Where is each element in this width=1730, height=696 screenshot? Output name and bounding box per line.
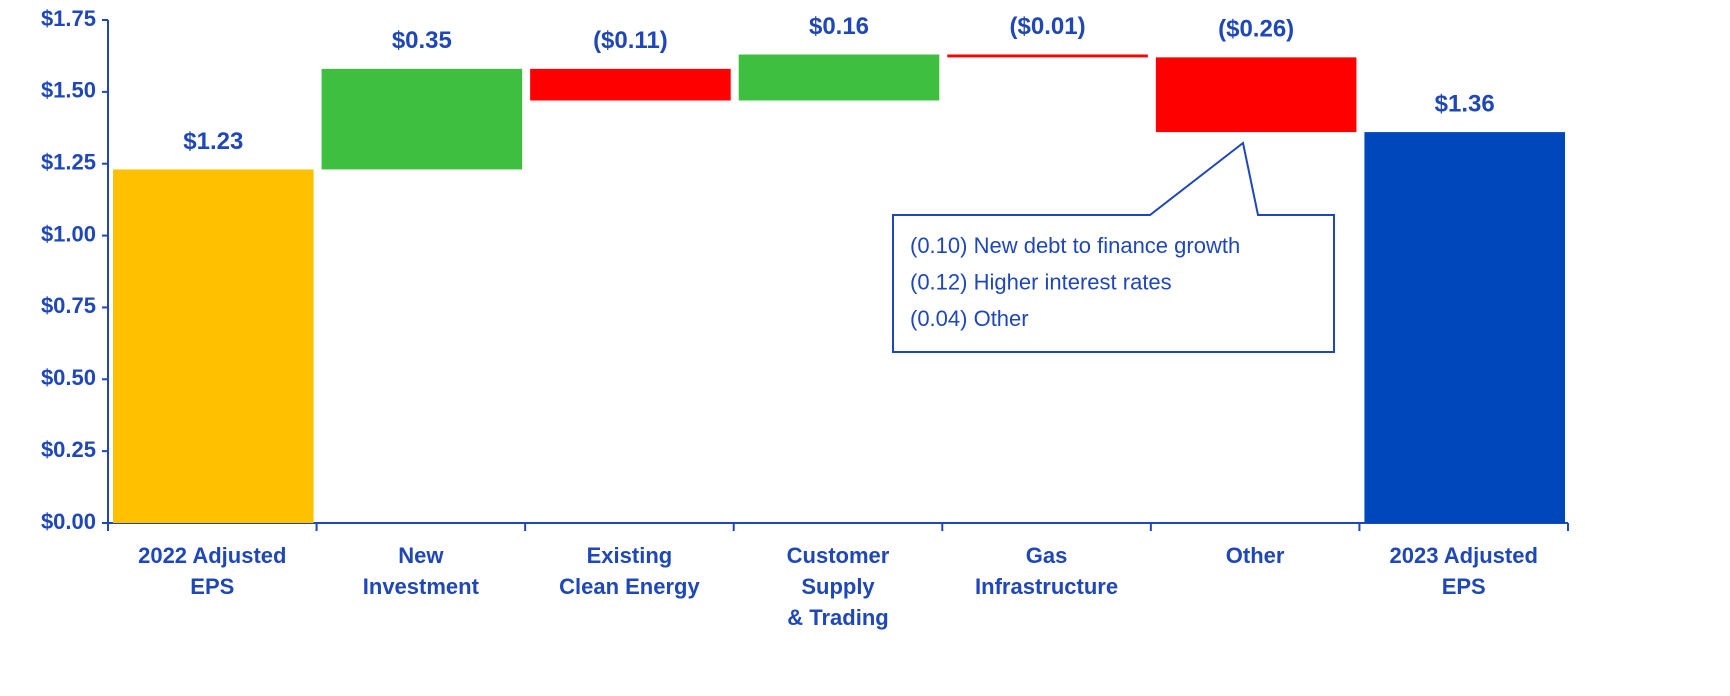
bar	[1364, 132, 1565, 523]
y-tick-label: $1.75	[41, 6, 96, 31]
y-tick-label: $0.75	[41, 293, 96, 318]
callout-text: (0.04) Other	[910, 306, 1029, 331]
y-tick-label: $1.50	[41, 78, 96, 103]
x-tick-label: 2023 Adjusted	[1390, 543, 1538, 568]
value-label: $1.23	[183, 128, 243, 155]
bar	[530, 68, 731, 101]
x-tick-label: EPS	[190, 574, 234, 599]
callout-box	[892, 141, 1335, 353]
value-label: $0.35	[392, 27, 452, 54]
x-tick-label: Supply	[801, 574, 875, 599]
bar	[1155, 57, 1357, 133]
y-tick-label: $1.00	[41, 221, 96, 246]
value-label: ($0.26)	[1218, 16, 1294, 43]
value-label: ($0.01)	[1010, 13, 1086, 40]
y-tick-label: $0.25	[41, 437, 96, 462]
x-tick-label: Other	[1226, 543, 1285, 568]
bar	[738, 54, 940, 101]
x-tick-label: Existing	[587, 543, 673, 568]
x-tick-label: & Trading	[787, 605, 888, 630]
x-tick-label: Clean Energy	[559, 574, 700, 599]
x-tick-label: New	[398, 543, 444, 568]
bar	[321, 68, 523, 170]
bar	[947, 54, 1148, 58]
x-tick-label: Investment	[363, 574, 480, 599]
value-label: $1.36	[1435, 90, 1495, 117]
x-tick-label: Customer	[787, 543, 890, 568]
callout-text: (0.12) Higher interest rates	[910, 269, 1172, 294]
x-tick-label: Infrastructure	[975, 574, 1118, 599]
callout-text: (0.10) New debt to finance growth	[910, 233, 1240, 258]
y-tick-label: $0.00	[41, 509, 96, 534]
bar	[113, 169, 314, 523]
x-tick-label: Gas	[1026, 543, 1068, 568]
y-tick-label: $1.25	[41, 150, 96, 175]
value-label: ($0.11)	[593, 27, 668, 54]
y-tick-label: $0.50	[41, 365, 96, 390]
x-tick-label: EPS	[1442, 574, 1486, 599]
value-label: $0.16	[809, 13, 869, 40]
x-tick-label: 2022 Adjusted	[138, 543, 286, 568]
